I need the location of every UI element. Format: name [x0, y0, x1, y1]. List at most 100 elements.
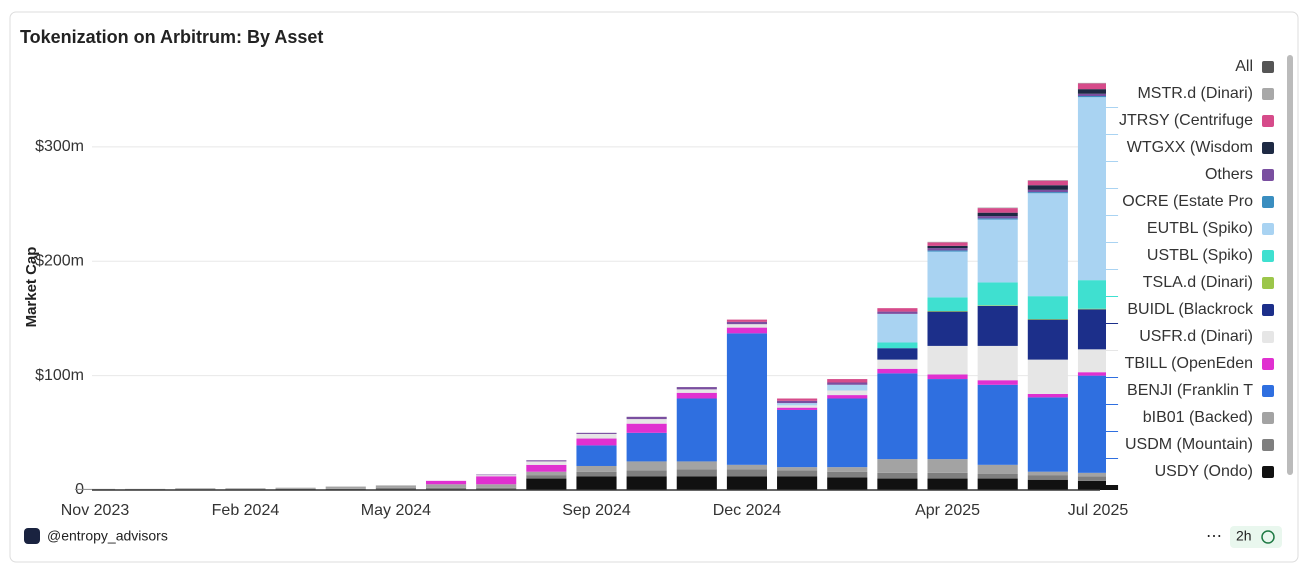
bar-segment — [977, 208, 1018, 213]
bar-segment — [74, 488, 116, 490]
bar-segment — [1027, 471, 1068, 476]
bar-segment — [626, 470, 667, 477]
legend-label: MSTR.d (Dinari) — [1137, 85, 1253, 102]
bar-segment — [977, 218, 1018, 220]
bar-segment — [977, 473, 1018, 479]
bar-segment — [175, 488, 216, 490]
bar-segment — [676, 389, 717, 393]
bar-segment — [626, 423, 667, 433]
bar-segment — [726, 469, 768, 477]
bar-segment — [576, 445, 617, 466]
bar-segment — [777, 476, 818, 490]
legend-swatch — [1262, 385, 1274, 397]
bar-segment — [927, 251, 968, 298]
bar-segment — [726, 319, 768, 322]
bar-segment — [777, 400, 818, 404]
bar-segment — [375, 487, 416, 490]
bar-segment — [576, 433, 617, 439]
bar-segment — [526, 461, 567, 465]
legend-label: JTRSY (Centrifuge — [1119, 112, 1253, 129]
bar-segment — [425, 484, 467, 488]
scrollbar[interactable] — [1287, 55, 1293, 475]
bar-segment — [977, 212, 1018, 217]
bar-segment — [827, 471, 868, 478]
bar-segment — [877, 478, 918, 490]
bar-segment — [877, 308, 918, 312]
bar-segment — [526, 475, 567, 479]
chart-title: Tokenization on Arbitrum: By Asset — [20, 27, 323, 47]
bar-segment — [1077, 472, 1119, 477]
bar-segment — [425, 487, 467, 490]
legend-bg — [1106, 270, 1254, 296]
legend-label: OCRE (Estate Pro — [1122, 193, 1253, 210]
bar-segment — [877, 459, 918, 473]
x-tick-label: Jul 2025 — [1068, 502, 1129, 519]
bar-segment — [977, 464, 1018, 474]
y-tick-label: $200m — [35, 252, 84, 269]
bar-segment — [726, 333, 768, 465]
bar-segment — [1077, 308, 1119, 310]
y-tick-label: $300m — [35, 138, 84, 155]
bar-segment — [877, 348, 918, 360]
bar-segment — [777, 407, 818, 410]
bar-segment — [275, 487, 316, 489]
x-tick-label: Feb 2024 — [212, 502, 280, 519]
bar-segment — [626, 416, 667, 420]
bar-segment — [1077, 83, 1119, 90]
bar-segment — [576, 438, 617, 446]
card — [9, 11, 1299, 563]
legend-label: TBILL (OpenEden — [1125, 355, 1253, 372]
bar-segment — [1027, 296, 1068, 320]
bar-segment — [1027, 393, 1068, 398]
bar-segment — [977, 478, 1018, 490]
refresh-icon — [1261, 530, 1275, 544]
bar-segment — [676, 469, 717, 477]
bar-segment — [927, 297, 968, 312]
legend-swatch — [1262, 169, 1274, 181]
bar-segment — [927, 245, 968, 249]
bar-segment — [626, 432, 667, 462]
legend-swatch — [1262, 358, 1274, 370]
bar-segment — [1027, 319, 1068, 360]
bar-segment — [777, 409, 818, 468]
bar-segment — [777, 403, 818, 406]
bar-segment — [777, 398, 818, 401]
legend-label: bIB01 (Backed) — [1143, 409, 1253, 426]
legend-swatch — [1262, 277, 1274, 289]
bar-segment — [777, 467, 818, 471]
bar-segment — [1027, 397, 1068, 472]
bar-segment — [827, 467, 868, 472]
bar-segment — [827, 477, 868, 490]
bar-segment — [676, 398, 717, 462]
bar-segment — [827, 390, 868, 396]
bar-segment — [1027, 185, 1068, 190]
bar-segment — [827, 395, 868, 399]
legend-swatch — [1262, 61, 1274, 73]
legend-swatch — [1262, 250, 1274, 262]
bar-segment — [1027, 192, 1068, 194]
bar-segment — [977, 305, 1018, 306]
bar-segment — [1077, 372, 1119, 376]
bar-segment — [927, 374, 968, 380]
legend-bg — [1106, 243, 1254, 269]
bar-segment — [1027, 479, 1068, 490]
menu[interactable]: ⋯ — [1206, 528, 1222, 545]
bar-segment — [977, 216, 1018, 219]
legend-bg — [1106, 432, 1254, 458]
legend-label: USTBL (Spiko) — [1147, 247, 1253, 264]
bar-segment — [927, 478, 968, 490]
bar-segment — [927, 472, 968, 479]
legend-label: BENJI (Franklin T — [1127, 382, 1253, 399]
bar-segment — [1027, 189, 1068, 193]
x-tick-label: Sep 2024 — [562, 502, 631, 519]
bar-segment — [576, 432, 617, 434]
legend-swatch — [1262, 88, 1274, 100]
legend-bg — [1106, 81, 1254, 107]
x-tick-label: Apr 2025 — [915, 502, 980, 519]
bar-segment — [726, 476, 768, 490]
legend-swatch — [1262, 412, 1274, 424]
bar-segment — [927, 248, 968, 251]
bar-segment — [977, 384, 1018, 465]
bar-segment — [877, 359, 918, 369]
